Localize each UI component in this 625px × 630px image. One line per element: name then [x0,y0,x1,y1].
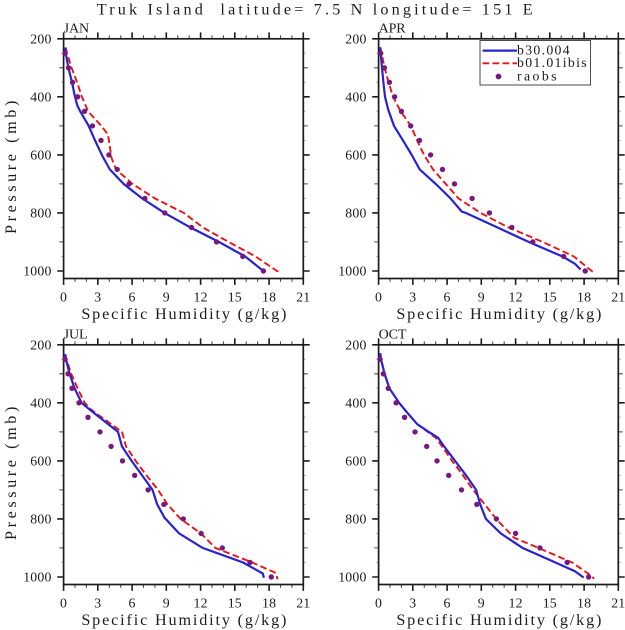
svg-text:b01.01ibis: b01.01ibis [517,55,588,70]
svg-text:18: 18 [577,290,591,305]
svg-text:9: 9 [163,596,170,611]
svg-text:3: 3 [94,290,101,305]
svg-text:0: 0 [375,596,382,611]
svg-text:Specific Humidity (g/kg): Specific Humidity (g/kg) [396,611,603,629]
svg-text:APR: APR [379,21,407,36]
svg-text:JUL: JUL [64,327,88,342]
svg-text:15: 15 [228,596,242,611]
svg-text:15: 15 [543,290,557,305]
svg-text:18: 18 [262,290,276,305]
svg-text:6: 6 [129,290,136,305]
svg-text:0: 0 [60,596,67,611]
svg-text:200: 200 [30,32,51,47]
svg-text:Specific Humidity (g/kg): Specific Humidity (g/kg) [396,305,603,323]
svg-text:200: 200 [345,32,366,47]
svg-text:800: 800 [345,206,366,221]
svg-text:9: 9 [478,596,485,611]
svg-text:15: 15 [228,290,242,305]
svg-text:21: 21 [611,290,625,305]
svg-text:400: 400 [345,90,366,105]
svg-text:12: 12 [193,596,207,611]
svg-text:6: 6 [444,596,451,611]
svg-text:OCT: OCT [379,327,407,342]
svg-text:Pressure (mb): Pressure (mb) [2,97,20,234]
svg-text:JAN: JAN [64,21,89,36]
svg-text:6: 6 [129,596,136,611]
svg-text:Specific Humidity (g/kg): Specific Humidity (g/kg) [81,305,288,323]
svg-text:200: 200 [30,338,51,353]
svg-text:600: 600 [345,454,366,469]
svg-text:800: 800 [345,512,366,527]
svg-text:1000: 1000 [338,264,366,279]
svg-text:0: 0 [60,290,67,305]
svg-text:Specific Humidity (g/kg): Specific Humidity (g/kg) [81,611,288,629]
svg-text:12: 12 [508,290,522,305]
svg-text:21: 21 [296,596,310,611]
svg-text:1000: 1000 [23,264,51,279]
svg-text:Pressure (mb): Pressure (mb) [2,403,20,540]
svg-text:3: 3 [409,290,416,305]
svg-text:Truk Island latitude= 7.5 N l: Truk Island latitude= 7.5 N longitude= 1… [97,1,536,19]
svg-text:9: 9 [163,290,170,305]
svg-text:6: 6 [444,290,451,305]
svg-text:12: 12 [508,596,522,611]
svg-text:200: 200 [345,338,366,353]
svg-text:15: 15 [543,596,557,611]
svg-text:800: 800 [30,206,51,221]
svg-text:3: 3 [94,596,101,611]
svg-text:raobs: raobs [517,69,559,84]
svg-text:600: 600 [345,148,366,163]
svg-text:b30.004: b30.004 [517,43,571,58]
svg-text:12: 12 [193,290,207,305]
svg-text:3: 3 [409,596,416,611]
svg-text:21: 21 [296,290,310,305]
svg-text:400: 400 [30,396,51,411]
svg-text:18: 18 [577,596,591,611]
svg-text:21: 21 [611,596,625,611]
svg-text:18: 18 [262,596,276,611]
svg-text:600: 600 [30,454,51,469]
svg-text:800: 800 [30,512,51,527]
svg-text:400: 400 [345,396,366,411]
svg-text:1000: 1000 [338,570,366,585]
svg-text:1000: 1000 [23,570,51,585]
svg-text:600: 600 [30,148,51,163]
svg-text:0: 0 [375,290,382,305]
svg-text:9: 9 [478,290,485,305]
svg-text:400: 400 [30,90,51,105]
